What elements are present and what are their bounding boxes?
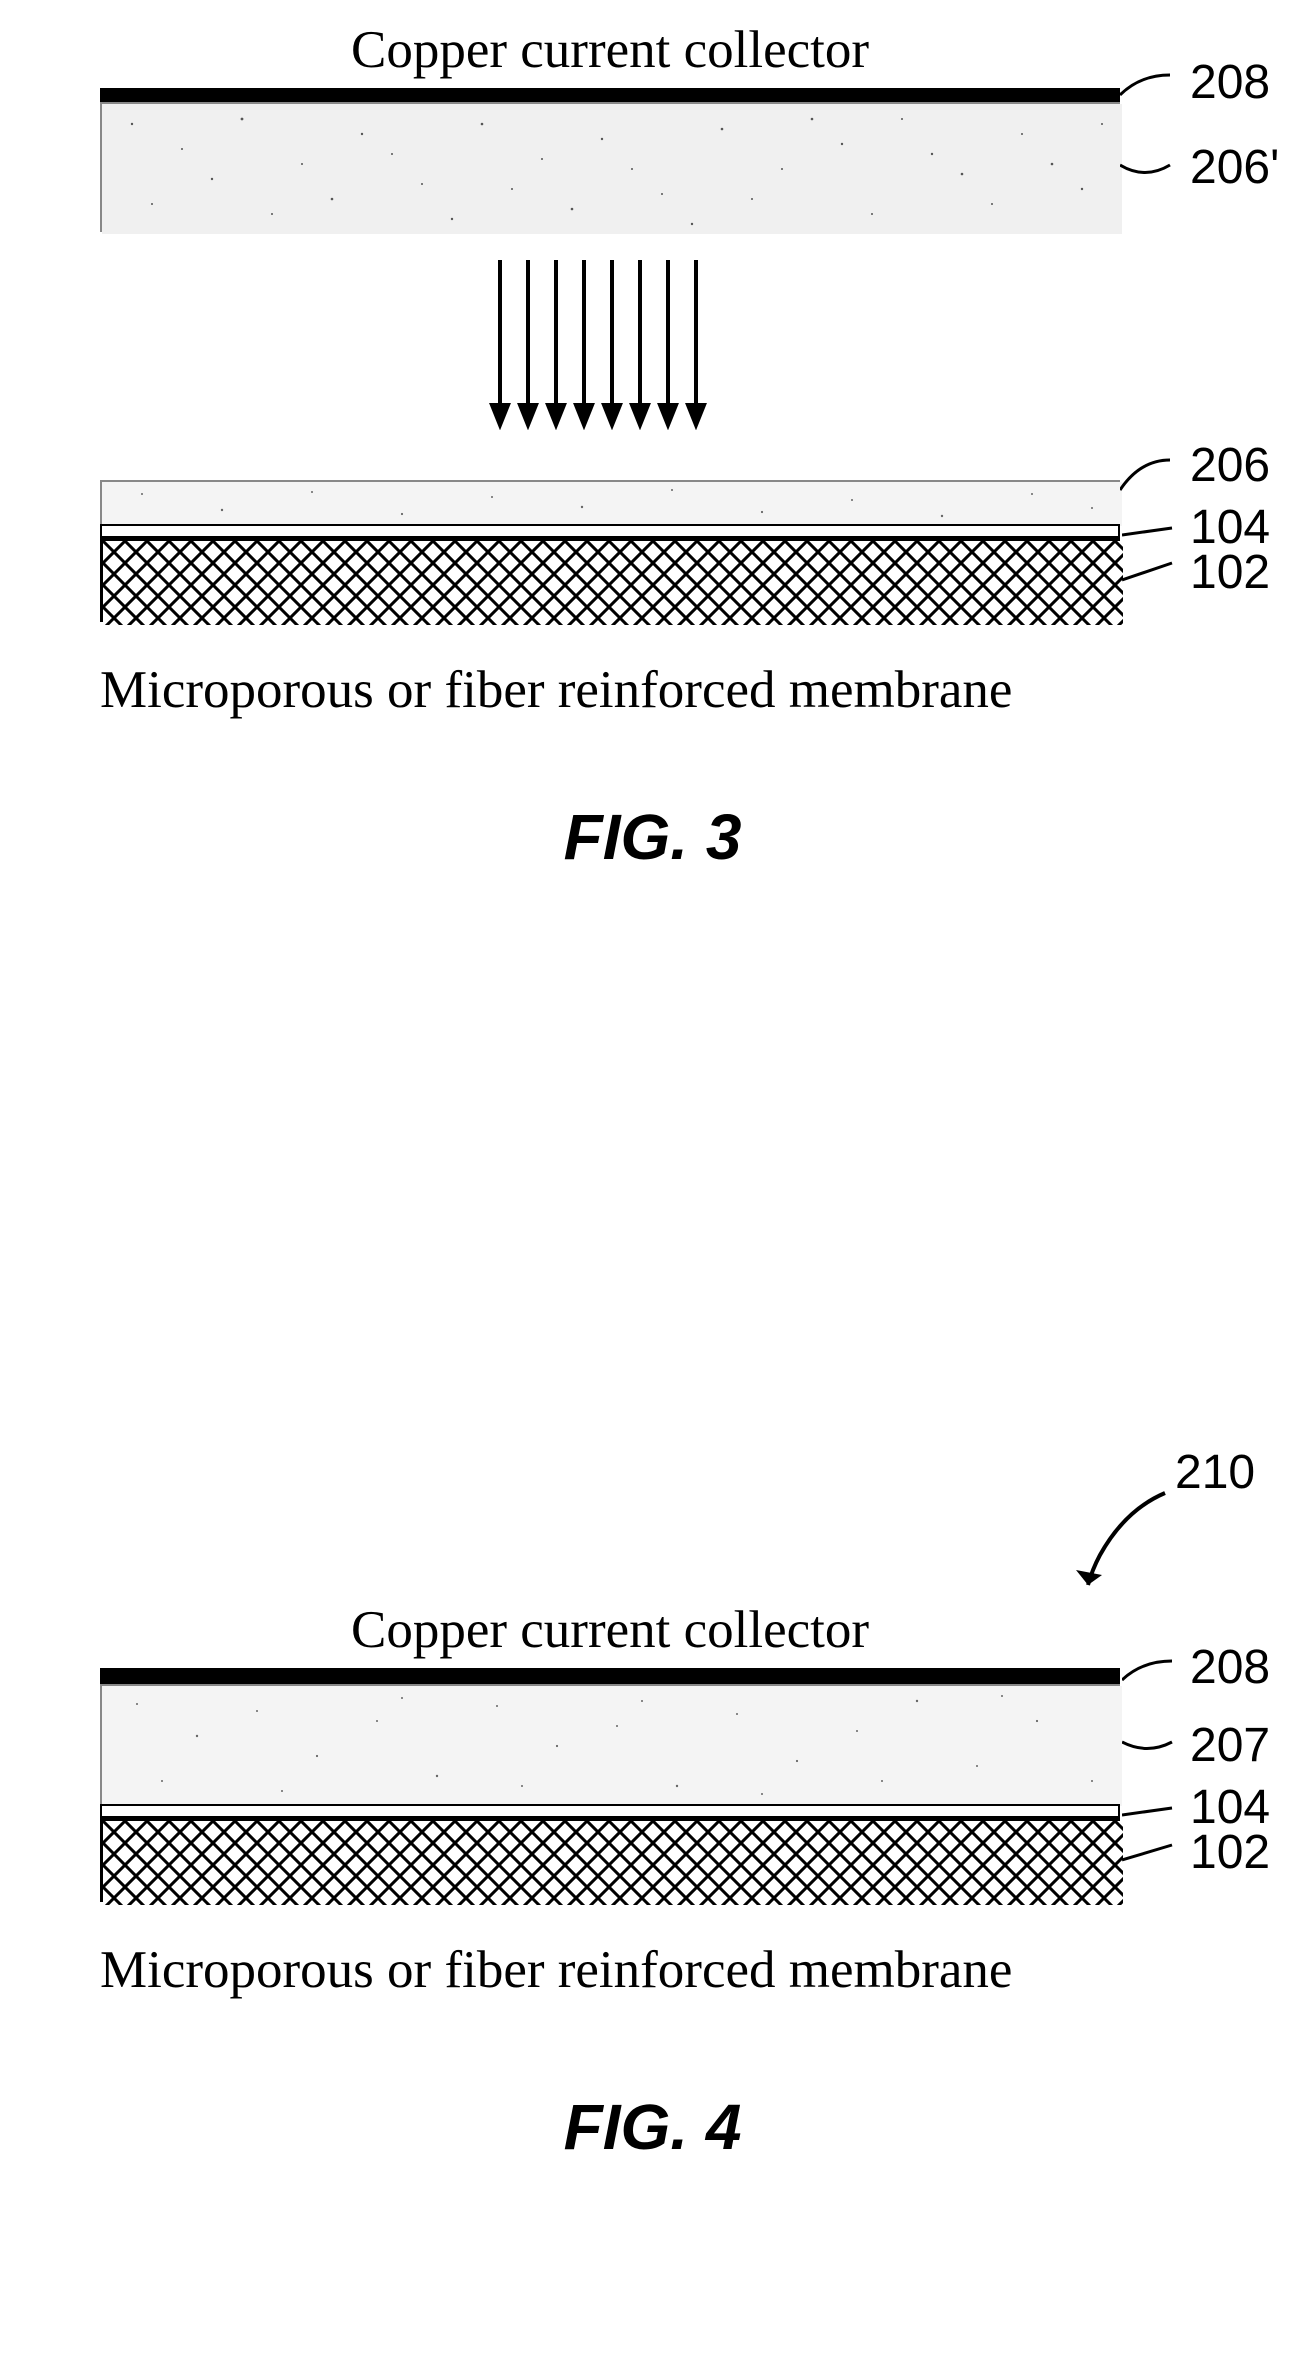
crosshatch-pattern-icon — [103, 1821, 1123, 1905]
leader-icon — [1120, 150, 1190, 190]
page: Copper current collector 208 206' — [0, 0, 1305, 2380]
fig4-layer-208 — [100, 1668, 1120, 1684]
crosshatch-pattern-icon — [103, 541, 1123, 625]
fig3-bottom-label: Microporous or fiber reinforced membrane — [100, 660, 1120, 720]
pointer-arrow-icon — [1070, 1485, 1180, 1600]
leader-icon — [1122, 1842, 1182, 1864]
ref-208-f4: 208 — [1190, 1640, 1270, 1695]
leader-icon — [1120, 70, 1190, 110]
fig4-caption: FIG. 4 — [0, 2090, 1305, 2164]
ref-102-f4: 102 — [1190, 1825, 1270, 1880]
fig4-top-label: Copper current collector — [100, 1600, 1120, 1660]
leader-icon — [1122, 1730, 1187, 1760]
ref-208: 208 — [1190, 55, 1270, 110]
ref-210: 210 — [1175, 1445, 1255, 1500]
fig4-layer-102 — [100, 1818, 1120, 1902]
figure-3: Copper current collector 208 206' — [0, 0, 1305, 1000]
fig3-layer-104 — [100, 524, 1120, 538]
fig3-layer-206 — [100, 480, 1120, 524]
down-arrows-icon — [480, 260, 740, 430]
speckle-pattern-icon — [102, 104, 1122, 234]
ref-102: 102 — [1190, 545, 1270, 600]
fig3-layer-208 — [100, 88, 1120, 102]
leader-icon — [1122, 1805, 1182, 1825]
figure-4: 210 Copper current collector — [0, 1430, 1305, 2380]
ref-206-prime: 206' — [1190, 140, 1279, 195]
leader-icon — [1122, 560, 1182, 585]
fig4-layer-207 — [100, 1684, 1120, 1804]
fig3-caption: FIG. 3 — [0, 800, 1305, 874]
leader-icon — [1122, 1658, 1187, 1688]
leader-icon — [1122, 525, 1182, 545]
leader-icon — [1120, 455, 1190, 495]
speckle-pattern-icon — [102, 482, 1122, 526]
fig3-lower-stack — [100, 480, 1120, 622]
fig4-layer-104 — [100, 1804, 1120, 1818]
ref-206: 206 — [1190, 438, 1270, 493]
fig3-layer-102 — [100, 538, 1120, 622]
fig3-top-label: Copper current collector — [100, 20, 1120, 80]
fig3-layer-206-prime — [100, 102, 1120, 232]
fig4-stack — [100, 1668, 1120, 1902]
fig3-upper-stack — [100, 88, 1120, 232]
fig3-arrows — [480, 260, 740, 430]
fig4-bottom-label: Microporous or fiber reinforced membrane — [100, 1940, 1120, 2000]
speckle-pattern-icon — [102, 1686, 1122, 1806]
ref-207: 207 — [1190, 1718, 1270, 1773]
